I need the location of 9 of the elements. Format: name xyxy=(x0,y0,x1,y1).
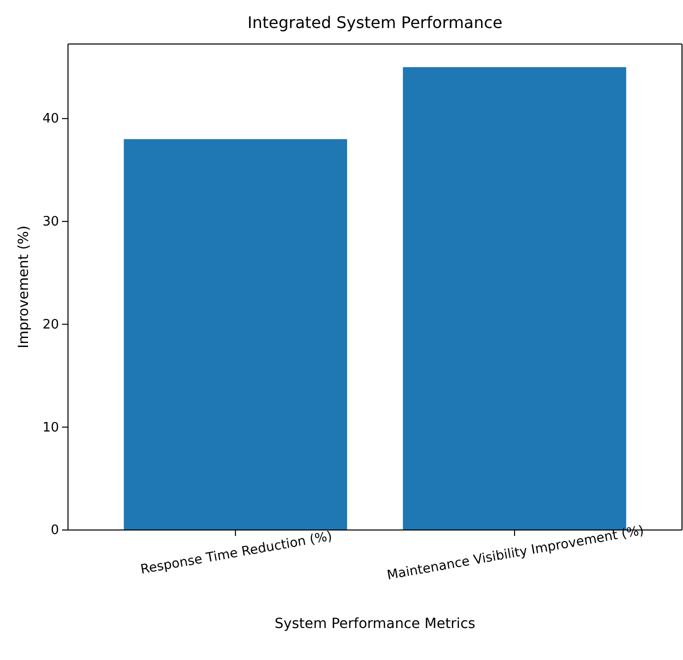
y-tick-label: 40 xyxy=(42,112,59,127)
y-tick-label: 20 xyxy=(42,317,59,332)
x-tick-label: Response Time Reduction (%) xyxy=(140,529,334,578)
y-axis-title: Improvement (%) xyxy=(16,226,32,348)
x-axis-title: System Performance Metrics xyxy=(274,616,476,632)
y-tick-label: 10 xyxy=(42,420,59,436)
y-tick-label: 30 xyxy=(42,214,59,230)
y-tick-label: 0 xyxy=(50,523,59,538)
chart-title: Integrated System Performance xyxy=(247,13,503,32)
